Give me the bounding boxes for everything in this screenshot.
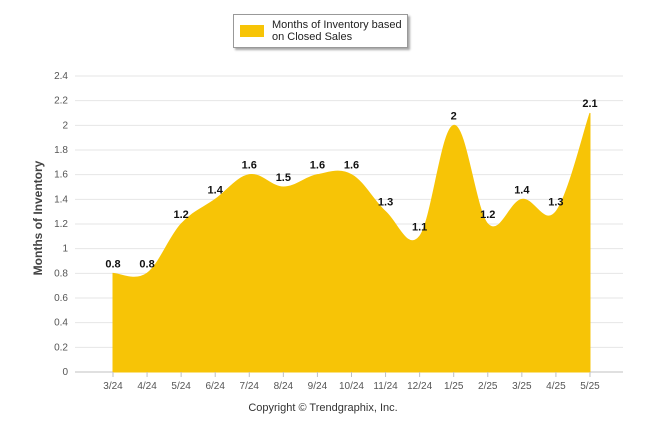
legend-label: Months of Inventory based on Closed Sale… xyxy=(272,19,402,43)
data-label: 1.3 xyxy=(548,197,563,209)
y-axis-title: Months of Inventory xyxy=(31,160,45,275)
area-series-fill xyxy=(112,112,591,373)
legend-label-line1: Months of Inventory based xyxy=(272,19,402,31)
y-tick-label: 1 xyxy=(62,244,68,255)
data-label: 1.6 xyxy=(344,160,359,172)
legend: Months of Inventory based on Closed Sale… xyxy=(233,14,408,48)
data-label: 0.8 xyxy=(105,258,120,270)
data-label: 1.6 xyxy=(242,160,257,172)
area-series xyxy=(112,112,591,373)
y-tick-label: 0.4 xyxy=(54,318,68,329)
x-tick-label: 4/25 xyxy=(546,381,566,392)
x-tick-label: 5/25 xyxy=(580,381,600,392)
x-tick-label: 4/24 xyxy=(137,381,157,392)
x-tick-label: 10/24 xyxy=(339,381,364,392)
x-tick-label: 7/24 xyxy=(240,381,260,392)
x-tick-label: 3/25 xyxy=(512,381,532,392)
data-label: 1.2 xyxy=(480,209,495,221)
data-label: 2.1 xyxy=(582,98,597,110)
y-axis-ticks: 0 0.2 0.4 0.6 0.8 1 1.2 1.4 1.6 1.8 2 2.2 2.4 xyxy=(54,71,68,378)
x-tick-label: 5/24 xyxy=(171,381,191,392)
y-tick-label: 1.4 xyxy=(54,194,68,205)
data-label: 1.2 xyxy=(173,209,188,221)
y-tick-label: 2 xyxy=(62,120,68,131)
data-label: 1.6 xyxy=(310,160,325,172)
y-tick-label: 2.4 xyxy=(54,71,68,82)
x-tick-label: 3/24 xyxy=(103,381,123,392)
x-tick-label: 9/24 xyxy=(308,381,328,392)
y-tick-label: 1.6 xyxy=(54,170,68,181)
x-tick-label: 11/24 xyxy=(373,381,398,392)
data-label: 2 xyxy=(451,110,457,122)
y-tick-label: 0.8 xyxy=(54,268,68,279)
y-tick-label: 1.8 xyxy=(54,145,68,156)
y-tick-label: 0.2 xyxy=(54,342,68,353)
legend-label-line2: on Closed Sales xyxy=(272,31,353,43)
data-label: 1.4 xyxy=(208,184,224,196)
copyright-footer: Copyright © Trendgraphix, Inc. xyxy=(248,402,398,414)
y-tick-label: 0.6 xyxy=(54,293,68,304)
data-label: 1.5 xyxy=(276,172,291,184)
legend-swatch xyxy=(240,25,264,37)
x-tick-label: 1/25 xyxy=(444,381,464,392)
x-tick-label: 2/25 xyxy=(478,381,498,392)
x-tick-label: 8/24 xyxy=(274,381,294,392)
data-label: 1.3 xyxy=(378,197,393,209)
data-label: 1.4 xyxy=(514,184,530,196)
data-labels: 0.8 0.8 1.2 1.4 1.6 1.5 1.6 1.6 1.3 1.1 2 1.2 1.4 1.3… xyxy=(105,98,597,270)
x-axis-ticks: 3/24 4/24 5/24 6/24 7/24 8/24 9/24 10/24 11/24 12… xyxy=(103,372,600,392)
y-tick-label: 1.2 xyxy=(54,219,68,230)
x-tick-label: 12/24 xyxy=(407,381,432,392)
x-tick-label: 6/24 xyxy=(205,381,225,392)
y-tick-label: 0 xyxy=(62,367,68,378)
y-tick-label: 2.2 xyxy=(54,96,68,107)
data-label: 0.8 xyxy=(139,258,154,270)
data-label: 1.1 xyxy=(412,221,427,233)
